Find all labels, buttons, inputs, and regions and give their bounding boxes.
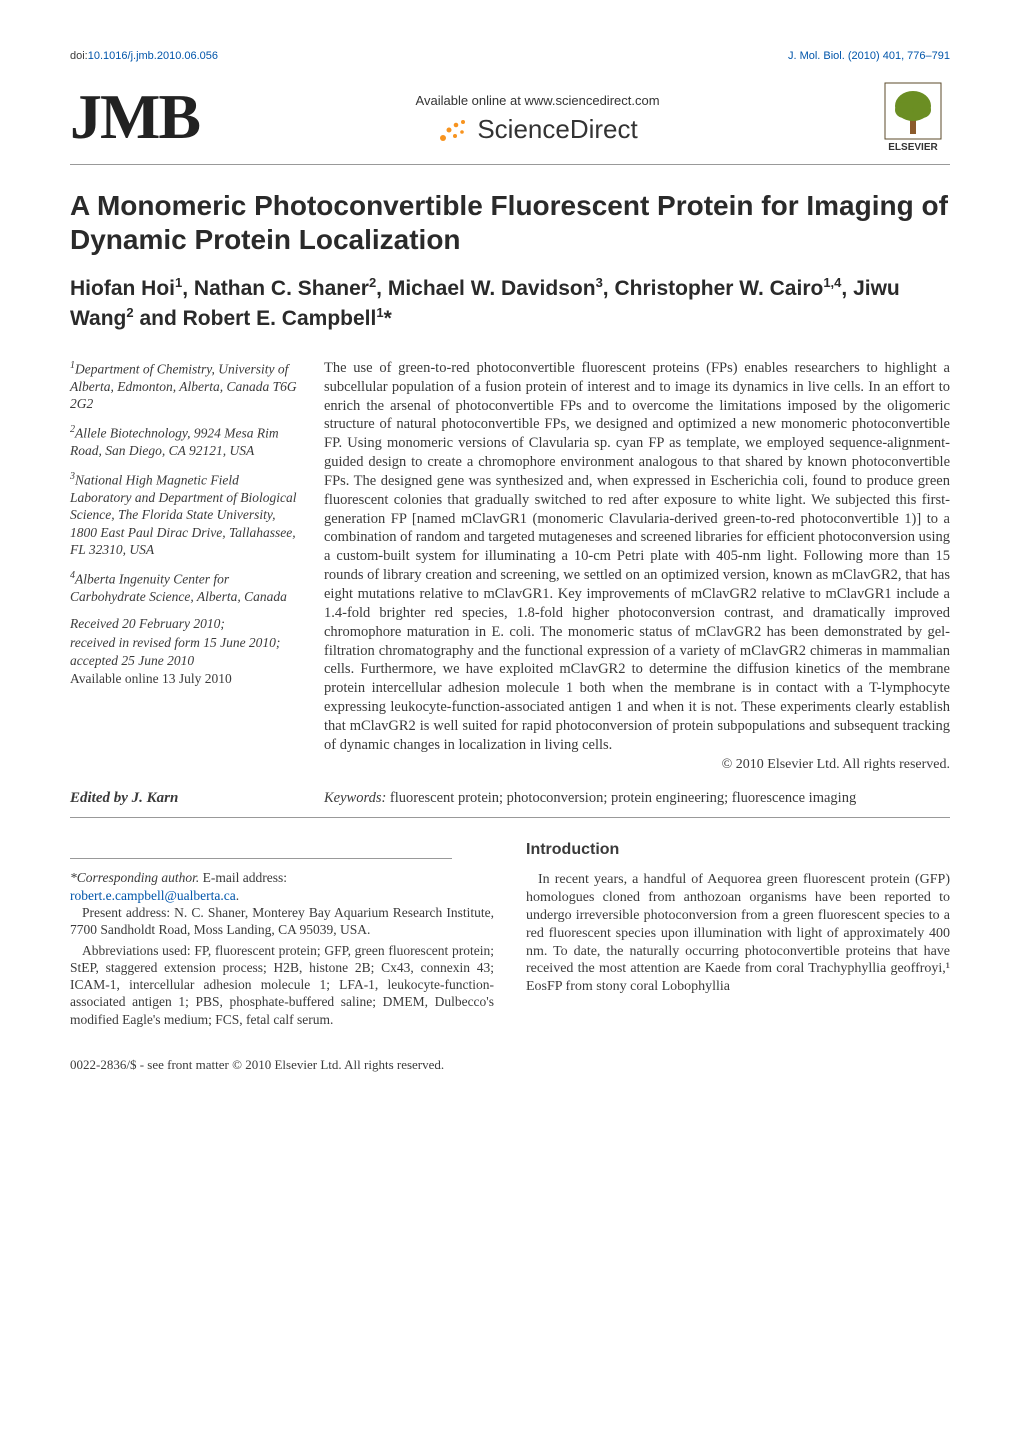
divider — [70, 817, 950, 818]
present-address: Present address: N. C. Shaner, Monterey … — [70, 904, 494, 939]
abstract-block: 1Department of Chemistry, University of … — [70, 359, 950, 773]
available-online-text: Available online at www.sciencedirect.co… — [199, 93, 876, 108]
email-label: E-mail address: — [203, 870, 287, 885]
authors: Hiofan Hoi1, Nathan C. Shaner2, Michael … — [70, 274, 950, 333]
edited-by: Edited by J. Karn — [70, 790, 298, 807]
received-date: Received 20 February 2010; — [70, 615, 298, 633]
journal-ref-link[interactable]: J. Mol. Biol. (2010) 401, 776–791 — [788, 50, 950, 62]
affil-2: 2Allele Biotechnology, 9924 Mesa Rim Roa… — [70, 423, 298, 460]
keywords-text: fluorescent protein; photoconversion; pr… — [390, 790, 856, 806]
abstract-text: The use of green-to-red photoconvertible… — [324, 359, 950, 755]
affil-1: 1Department of Chemistry, University of … — [70, 359, 298, 413]
elsevier-label: ELSEVIER — [876, 142, 950, 153]
corresponding-author: *Corresponding author. E-mail address: r… — [70, 869, 494, 904]
left-body-column: *Corresponding author. E-mail address: r… — [70, 840, 494, 1030]
email-link[interactable]: robert.e.campbell@ualberta.ca — [70, 888, 236, 903]
header-center: Available online at www.sciencedirect.co… — [199, 89, 876, 145]
body-columns: *Corresponding author. E-mail address: r… — [70, 840, 950, 1030]
copyright: © 2010 Elsevier Ltd. All rights reserved… — [324, 757, 950, 773]
keywords: Keywords: fluorescent protein; photoconv… — [324, 789, 950, 808]
footnote-rule — [70, 858, 452, 859]
affil-4: 4Alberta Ingenuity Center for Carbohydra… — [70, 569, 298, 606]
footer-line: 0022-2836/$ - see front matter © 2010 El… — [70, 1057, 950, 1073]
dates: Received 20 February 2010; received in r… — [70, 615, 298, 688]
paper-title: A Monomeric Photoconvertible Fluorescent… — [70, 189, 950, 256]
accepted-date: accepted 25 June 2010 — [70, 652, 298, 670]
online-date: Available online 13 July 2010 — [70, 670, 298, 688]
abstract-column: The use of green-to-red photoconvertible… — [324, 359, 950, 773]
jmb-logo: JMB — [70, 80, 199, 154]
intro-heading: Introduction — [526, 840, 950, 860]
keywords-row: Edited by J. Karn Keywords: fluorescent … — [70, 789, 950, 808]
doi-label: doi: — [70, 50, 88, 62]
sciencedirect-icon — [437, 116, 471, 144]
doi-link[interactable]: 10.1016/j.jmb.2010.06.056 — [88, 50, 218, 62]
elsevier-logo: ELSEVIER — [876, 82, 950, 153]
elsevier-tree-icon — [884, 82, 942, 140]
sciencedirect-row: ScienceDirect — [199, 114, 876, 145]
revised-date: received in revised form 15 June 2010; — [70, 634, 298, 652]
top-bar: doi:10.1016/j.jmb.2010.06.056 J. Mol. Bi… — [70, 50, 950, 62]
abbreviations: Abbreviations used: FP, fluorescent prot… — [70, 942, 494, 1028]
corresponding-label: *Corresponding author. — [70, 870, 199, 885]
journal-header: JMB Available online at www.sciencedirec… — [70, 80, 950, 165]
keywords-label: Keywords: — [324, 790, 386, 806]
affiliations-column: 1Department of Chemistry, University of … — [70, 359, 298, 773]
sciencedirect-text: ScienceDirect — [477, 114, 637, 145]
right-body-column: Introduction In recent years, a handful … — [526, 840, 950, 1030]
intro-body: In recent years, a handful of Aequorea g… — [526, 871, 950, 996]
doi: doi:10.1016/j.jmb.2010.06.056 — [70, 50, 218, 62]
affil-3: 3National High Magnetic Field Laboratory… — [70, 470, 298, 559]
